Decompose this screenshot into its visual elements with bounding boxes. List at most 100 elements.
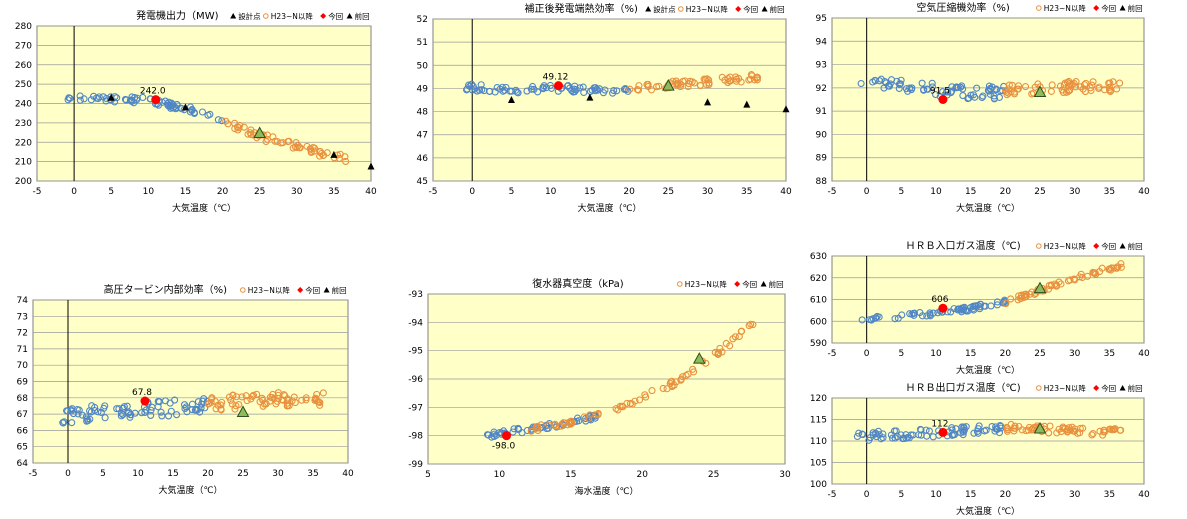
legend-label-h23: H23~N以降 [685, 279, 728, 289]
scatter-point-blue [186, 103, 195, 111]
scatter-point-orange [229, 391, 237, 400]
scatter-point-blue [204, 111, 212, 119]
scatter-point-orange [307, 148, 315, 157]
legend-marker-previous [1119, 243, 1126, 249]
scatter-point-blue [60, 418, 68, 426]
scatter-point-blue [490, 432, 498, 441]
scatter-point-orange [323, 149, 331, 157]
scatter-point-orange [1089, 78, 1097, 86]
scatter-point-orange [316, 148, 324, 156]
scatter-point-orange [1010, 88, 1018, 96]
scatter-point-blue [872, 314, 880, 322]
scatter-point-orange [585, 414, 593, 422]
x-tick-label: 35 [1104, 490, 1115, 500]
x-tick-label: 40 [1138, 490, 1150, 500]
y-tick-label: 115 [810, 416, 827, 426]
scatter-point-blue [959, 85, 967, 93]
scatter-point-orange [659, 384, 667, 393]
x-tick-label: -5 [33, 187, 42, 197]
scatter-point-blue [904, 433, 912, 442]
scatter-point-orange [1048, 81, 1056, 89]
legend-label-h23: H23~N以降 [1044, 383, 1087, 393]
current-point-marker [502, 431, 512, 441]
scatter-point-orange [534, 426, 542, 435]
scatter-point-orange [527, 427, 535, 435]
scatter-point-orange [1105, 79, 1113, 87]
scatter-point-orange [737, 327, 745, 336]
scatter-point-orange [240, 123, 248, 131]
scatter-point-blue [133, 94, 141, 102]
scatter-point-orange [285, 137, 293, 145]
x-tick-label: 20 [217, 187, 229, 197]
scatter-point-orange [231, 119, 239, 127]
x-tick-label: 10 [545, 187, 557, 197]
y-tick-label: 94 [816, 37, 828, 47]
scatter-point-orange [714, 349, 723, 357]
x-tick-label: 15 [565, 470, 576, 480]
scatter-point-orange [1087, 86, 1095, 95]
y-tick-label: 620 [810, 274, 827, 284]
scatter-point-blue [599, 89, 608, 97]
x-tick-label: 10 [930, 187, 942, 197]
x-tick-label: 10 [930, 349, 942, 359]
scatter-point-orange [319, 389, 327, 397]
scatter-point-orange [626, 399, 635, 407]
y-tick-label: 50 [417, 61, 429, 71]
x-tick-label: 40 [780, 187, 792, 197]
scatter-point-blue [897, 76, 905, 84]
scatter-point-orange [746, 75, 755, 83]
x-tick-label: 15 [167, 469, 178, 479]
legend-marker-h23 [1036, 243, 1042, 249]
scatter-point-blue [918, 312, 926, 320]
scatter-point-orange [703, 75, 711, 83]
scatter-point-orange [253, 390, 261, 398]
current-point-marker [140, 396, 150, 406]
y-tick-label: 69 [17, 378, 29, 388]
x-tick-label: 20 [1000, 490, 1012, 500]
legend-label-current: 今回 [328, 11, 343, 21]
scatter-point-blue [158, 412, 166, 420]
scatter-point-blue [960, 423, 968, 431]
scatter-point-orange [626, 85, 634, 93]
legend-marker-previous [323, 287, 330, 293]
scatter-point-blue [64, 407, 72, 415]
scatter-point-orange [673, 81, 681, 89]
scatter-point-blue [218, 117, 226, 125]
scatter-point-orange [534, 422, 542, 430]
scatter-point-blue [87, 96, 95, 104]
y-tick-label: 73 [17, 312, 28, 322]
scatter-point-blue [518, 429, 526, 437]
scatter-point-blue [198, 400, 206, 408]
x-tick-label: 35 [307, 469, 318, 479]
y-tick-label: -94 [408, 318, 423, 328]
x-tick-label: 30 [272, 469, 284, 479]
scatter-point-blue [910, 309, 918, 317]
scatter-point-orange [635, 82, 643, 90]
y-tick-label: 88 [816, 177, 828, 187]
scatter-point-blue [978, 93, 986, 102]
chart-c3: 88 89 90 91 92 93 94 95 -5 0 5 10 15 20 25 30 35 40 91.5 空気… [816, 1, 1150, 214]
design-point-marker [181, 103, 189, 111]
y-tick-label: 110 [810, 437, 827, 447]
scatter-point-blue [939, 88, 947, 96]
x-tick-label: 25 [1034, 490, 1045, 500]
scatter-point-orange [208, 394, 216, 402]
y-tick-label: 270 [15, 41, 32, 51]
scatter-point-blue [92, 94, 100, 102]
scatter-point-blue [888, 434, 897, 442]
scatter-point-blue [88, 402, 96, 410]
chart-title: 復水器真空度（kPa) [532, 277, 623, 290]
x-tick-label: 30 [779, 470, 791, 480]
scatter-point-orange [1088, 431, 1096, 439]
y-tick-label: 48 [417, 108, 429, 118]
y-tick-label: 91 [816, 107, 827, 117]
scatter-point-blue [64, 96, 72, 104]
design-point-marker [367, 162, 375, 170]
scatter-point-orange [296, 144, 304, 152]
x-tick-label: 0 [864, 490, 870, 500]
y-tick-label: 70 [17, 361, 29, 371]
chart-c6: 590 600 610 620 630 -5 0 5 10 15 20 25 30 35 40 606 ＨＲＢ入… [810, 239, 1150, 376]
scatter-point-blue [947, 308, 955, 316]
y-tick-label: -95 [408, 347, 423, 357]
scatter-point-blue [579, 83, 587, 91]
